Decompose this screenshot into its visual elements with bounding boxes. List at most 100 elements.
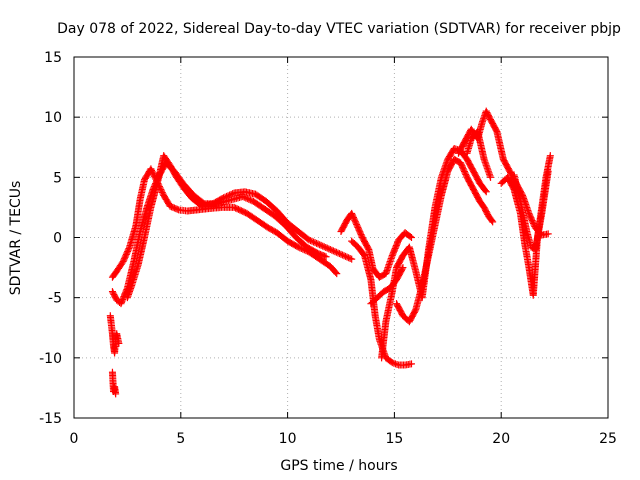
series-track-1 [108,165,341,281]
data-point [311,239,319,247]
data-point [148,168,156,176]
y-axis-label: SDTVAR / TECUs [8,181,24,296]
data-point [173,205,181,213]
data-point [488,217,496,225]
data-point [321,252,329,260]
data-point [224,192,232,200]
data-point [323,244,331,252]
series-track-14 [510,167,552,254]
data-point [348,255,356,263]
y-tick-label: 15 [44,50,62,66]
data-point [332,268,340,276]
data-point [343,253,351,261]
y-tick-label: -5 [48,291,62,307]
data-point [328,246,336,254]
x-axis-label: GPS time / hours [280,458,397,474]
data-point [226,191,234,199]
data-point [546,152,554,160]
data-point [239,193,247,201]
data-point [240,193,248,201]
series-track-11 [454,107,552,239]
data-point [294,243,302,251]
data-point [482,188,490,196]
data-point [326,246,334,254]
data-point [331,248,339,256]
data-point [314,240,322,248]
data-point [398,265,406,273]
x-tick-label: 15 [385,431,403,447]
data-point [242,194,250,202]
data-point [306,237,314,245]
data-point [450,144,458,152]
data-point [393,360,401,368]
data-point [320,243,328,251]
x-tick-label: 0 [70,431,79,447]
data-point [147,165,155,173]
data-point [388,359,396,367]
data-point [319,242,327,250]
data-point [158,187,166,195]
data-point [297,245,305,253]
series-track-6 [337,209,415,281]
data-point [544,230,552,238]
data-point [340,252,348,260]
series-track-7 [348,237,415,369]
series-track-10 [393,155,497,326]
data-point [406,233,414,241]
data-point [149,169,157,177]
y-tick-label: 5 [53,170,62,186]
data-point [391,360,399,368]
data-point [313,239,321,247]
chart-title: Day 078 of 2022, Sidereal Day-to-day VTE… [57,21,621,37]
series-track-3 [123,152,356,302]
x-tick-labels: 0 5 10 15 20 25 [70,431,617,447]
data-point [220,194,228,202]
data-point [317,241,325,249]
data-point [487,173,495,181]
data-point [407,360,415,368]
data-point [342,252,350,260]
data-point [305,236,313,244]
data-point [335,250,343,258]
data-point [115,339,123,347]
data-point [345,254,353,262]
data-point [112,390,120,398]
data-point [148,166,156,174]
data-point [399,264,407,272]
data-point [223,192,231,200]
series-track-5 [108,368,120,398]
data-point [246,196,254,204]
series-track-4 [106,312,123,357]
data-point [322,243,330,251]
y-tick-label: -15 [39,411,62,427]
data-point [221,193,229,201]
data-point [125,245,133,253]
series-track-12 [463,128,495,181]
axis-ticks [73,56,609,419]
data-point [325,245,333,253]
data-point [544,167,552,175]
data-point [296,244,304,252]
data-point [407,234,415,241]
data-point [229,190,237,198]
data-point [322,253,330,261]
data-point [158,188,166,196]
data-point [227,190,235,198]
data-point [332,248,340,256]
data-point [390,359,398,367]
data-point [339,251,347,259]
grid [74,57,608,418]
data-point [310,238,318,246]
data-points [106,107,554,398]
y-tick-labels: -15 -10 -5 0 5 10 15 [39,50,62,427]
y-tick-label: 0 [53,231,62,247]
data-point [489,218,497,226]
data-point [337,250,345,258]
data-point [333,270,341,278]
data-point [346,254,354,262]
data-point [245,195,253,203]
x-tick-label: 20 [492,431,510,447]
data-point [334,249,342,257]
